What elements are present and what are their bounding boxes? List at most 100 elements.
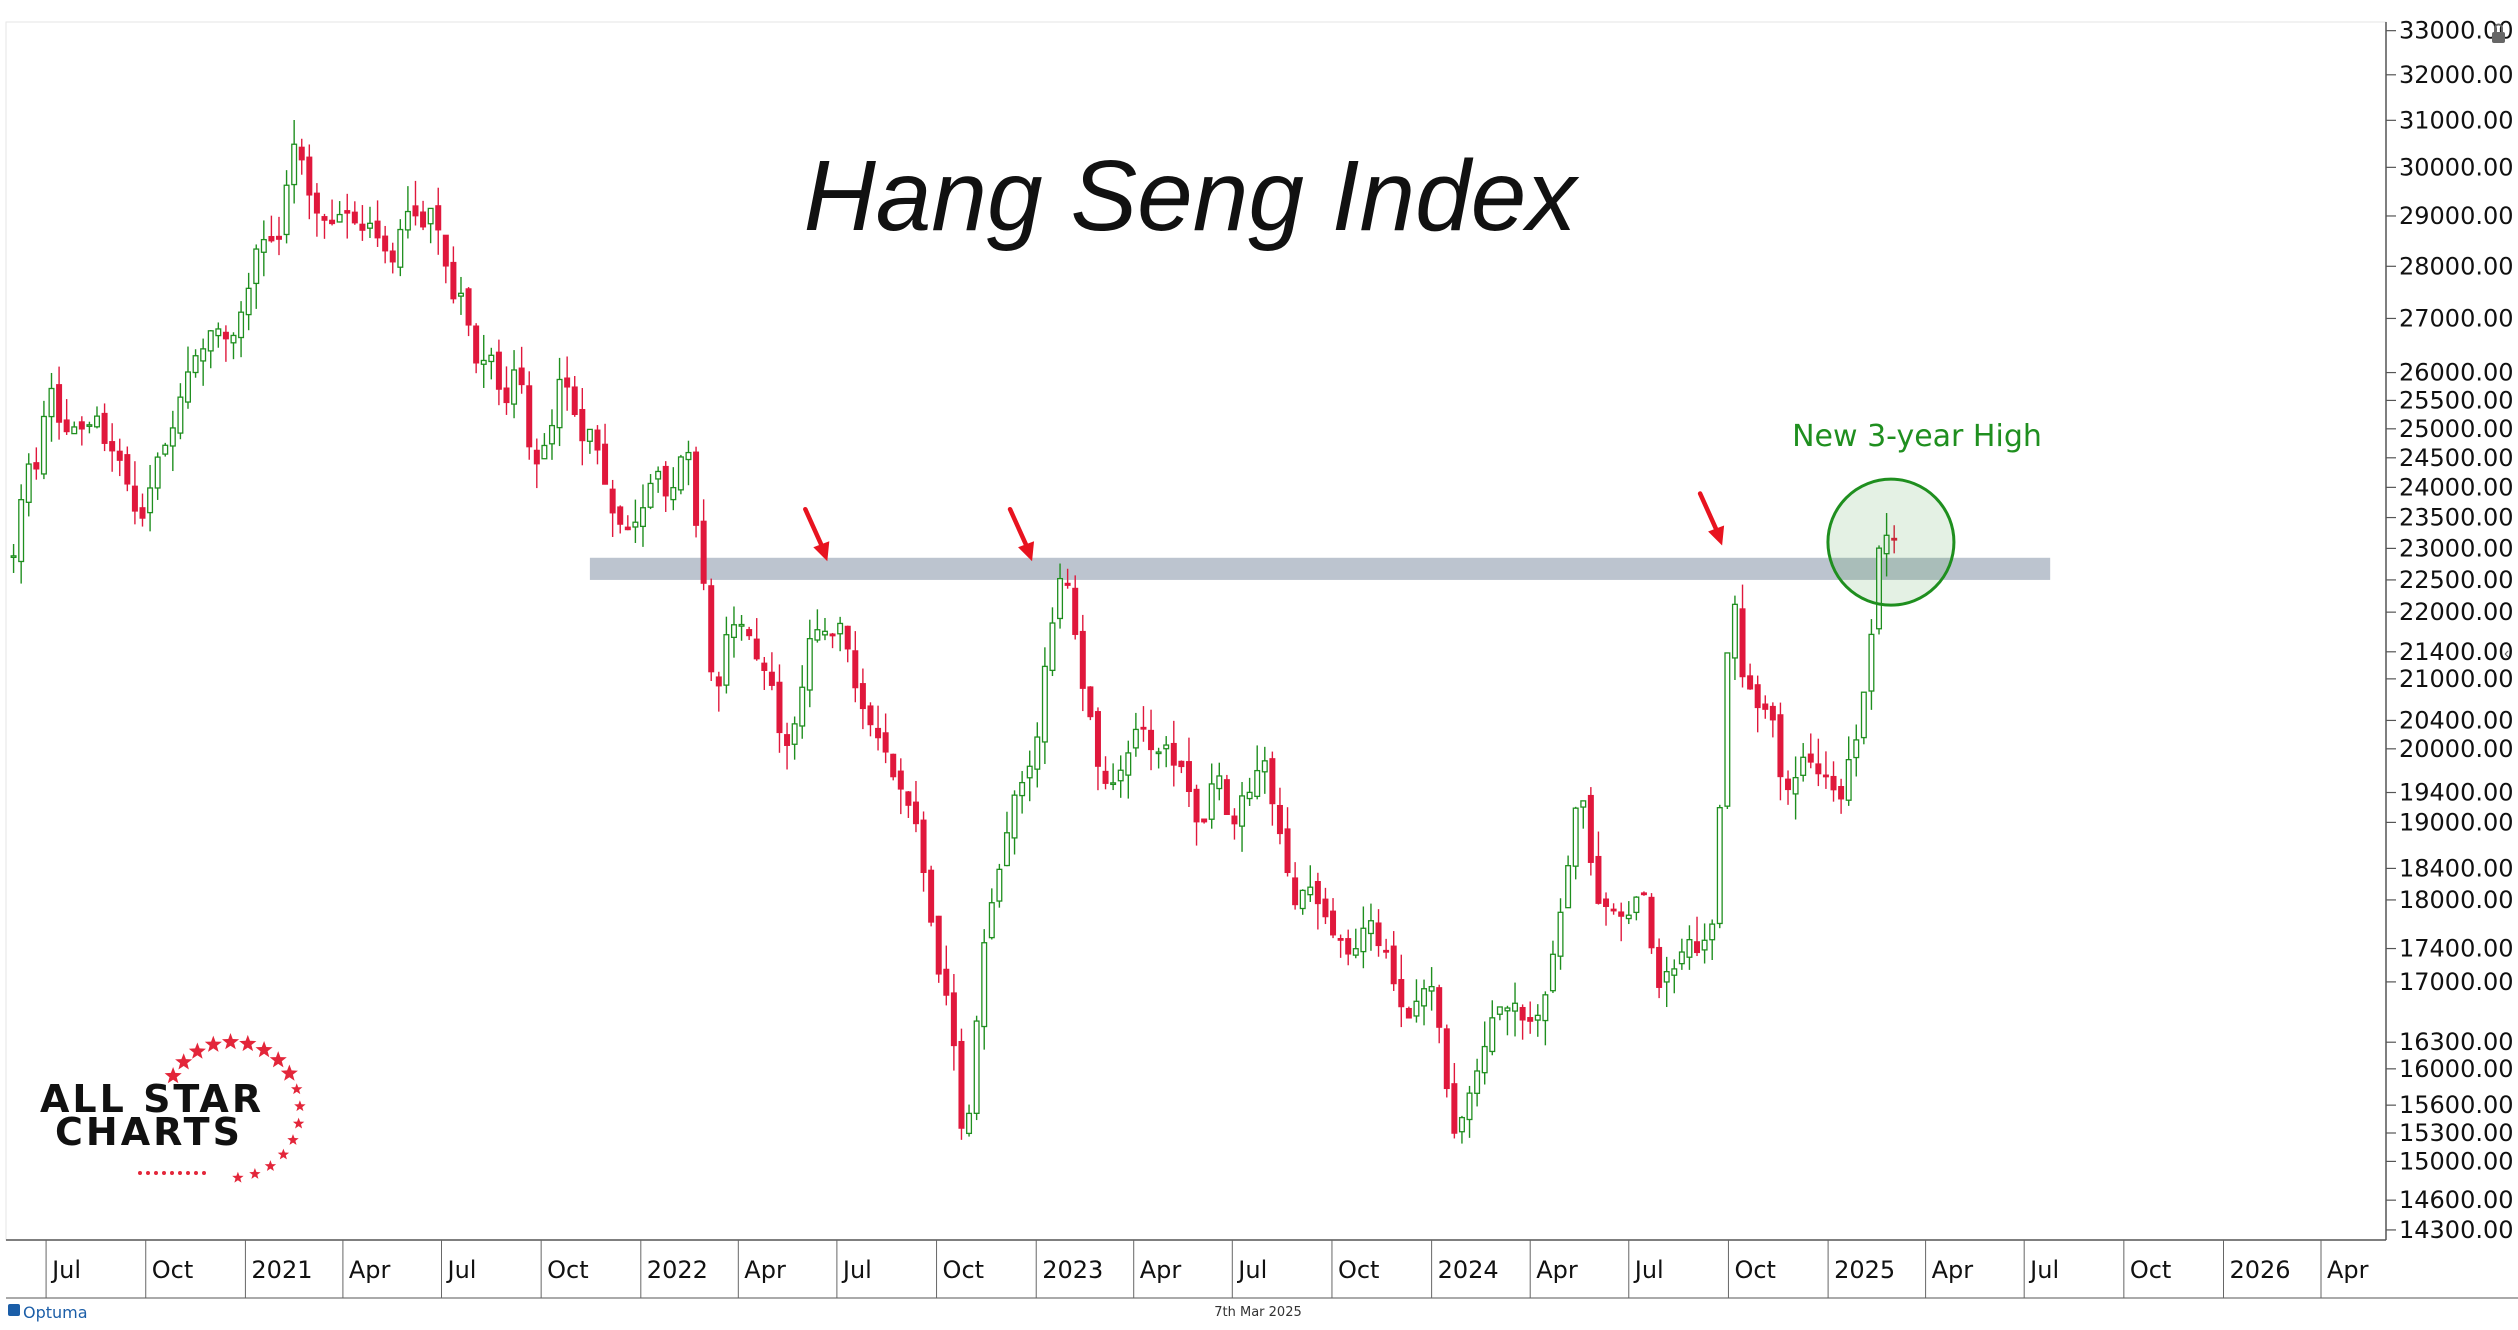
- footer-brand: Optuma: [23, 1303, 88, 1322]
- candle: [564, 356, 571, 411]
- candle: [882, 713, 889, 764]
- candle: [1041, 647, 1048, 765]
- candle-body: [988, 902, 995, 939]
- candle-body: [1421, 988, 1428, 1007]
- candle: [920, 811, 927, 892]
- logo-star-icon: [277, 1148, 290, 1160]
- candle-body: [829, 633, 836, 637]
- logo-star-icon: [255, 1041, 273, 1058]
- candle: [215, 322, 222, 348]
- candle-body: [928, 869, 935, 923]
- candle-body: [1481, 1045, 1488, 1074]
- candle: [1716, 804, 1723, 929]
- candle: [78, 416, 85, 446]
- candle: [1413, 979, 1420, 1023]
- candle: [768, 652, 775, 691]
- candle-body: [40, 415, 47, 475]
- candle: [1072, 575, 1079, 640]
- candle: [1496, 1006, 1503, 1021]
- candle-body: [230, 334, 237, 344]
- candle: [1110, 763, 1117, 791]
- candle-body: [1216, 775, 1223, 790]
- candle-body: [382, 235, 389, 252]
- candle-body: [511, 369, 518, 405]
- candle: [207, 330, 214, 369]
- candle: [1216, 762, 1223, 801]
- candle-body: [245, 287, 252, 316]
- all-star-charts-logo: ALL STAR CHARTS: [40, 1033, 306, 1183]
- candle-body: [579, 408, 586, 442]
- candle-body: [124, 454, 131, 485]
- candle-body: [1747, 675, 1754, 690]
- candle-body: [1883, 534, 1890, 555]
- candle-body: [1549, 953, 1556, 992]
- candle: [1595, 831, 1602, 905]
- candle: [495, 339, 502, 406]
- candle-body: [844, 625, 851, 650]
- collapse-chevron-icon[interactable]: ‹: [2504, 645, 2509, 662]
- candle-body: [56, 384, 63, 423]
- candle: [950, 974, 957, 1071]
- resistance-zone-layer: [589, 557, 2051, 580]
- candle: [222, 325, 229, 362]
- candle: [192, 349, 199, 378]
- candle-body: [1231, 815, 1238, 825]
- logo-dot: [138, 1171, 142, 1175]
- candle: [1383, 938, 1390, 959]
- candle-body: [1792, 776, 1799, 795]
- x-tick-label: Apr: [349, 1256, 391, 1284]
- x-tick-label: Jul: [841, 1256, 872, 1284]
- candle: [905, 791, 912, 818]
- candle: [275, 216, 282, 256]
- candle-body: [336, 213, 343, 223]
- candle: [602, 423, 609, 485]
- candle-body: [1163, 744, 1170, 750]
- candle: [1853, 724, 1860, 777]
- candle: [116, 438, 123, 477]
- candle-body: [1466, 1092, 1473, 1121]
- candle: [912, 780, 919, 833]
- candle-body: [1777, 714, 1784, 778]
- lock-icon[interactable]: [2492, 23, 2505, 44]
- candle: [260, 220, 267, 277]
- candle: [1148, 709, 1155, 771]
- candle-body: [950, 992, 957, 1047]
- logo-star-icon: [232, 1171, 244, 1183]
- candle-body: [480, 359, 487, 365]
- candle-body: [473, 325, 480, 364]
- candle: [329, 199, 336, 226]
- candle-body: [1117, 769, 1124, 782]
- logo-dot: [202, 1171, 206, 1175]
- candle-body: [1709, 923, 1716, 941]
- candle: [1231, 808, 1238, 840]
- candle-body: [268, 236, 275, 242]
- y-tick-label: 22000.00: [2399, 598, 2514, 626]
- candle-body: [291, 143, 298, 186]
- candle: [1694, 916, 1701, 957]
- candle-body: [397, 228, 404, 268]
- candle-body: [1891, 537, 1898, 541]
- candle: [382, 225, 389, 264]
- candle: [1648, 893, 1655, 954]
- logo-star-icon: [291, 1083, 303, 1095]
- candle: [738, 615, 745, 641]
- candle-body: [404, 210, 411, 231]
- candle: [1367, 903, 1374, 951]
- x-tick-label: Apr: [744, 1256, 786, 1284]
- y-tick-label: 26000.00: [2399, 359, 2514, 387]
- candle: [1603, 892, 1610, 926]
- candle: [1777, 702, 1784, 801]
- candle-body: [723, 634, 730, 686]
- candle-body: [374, 220, 381, 239]
- candle: [124, 446, 131, 492]
- candle-body: [594, 429, 601, 451]
- y-tick-label: 18400.00: [2399, 854, 2514, 882]
- candle-body: [518, 367, 525, 386]
- logo-star-icon: [204, 1035, 222, 1052]
- candle-body: [1739, 608, 1746, 678]
- candle: [1739, 584, 1746, 688]
- candle: [1860, 691, 1867, 745]
- candle: [609, 479, 616, 537]
- candle-body: [768, 671, 775, 686]
- candle: [397, 219, 404, 277]
